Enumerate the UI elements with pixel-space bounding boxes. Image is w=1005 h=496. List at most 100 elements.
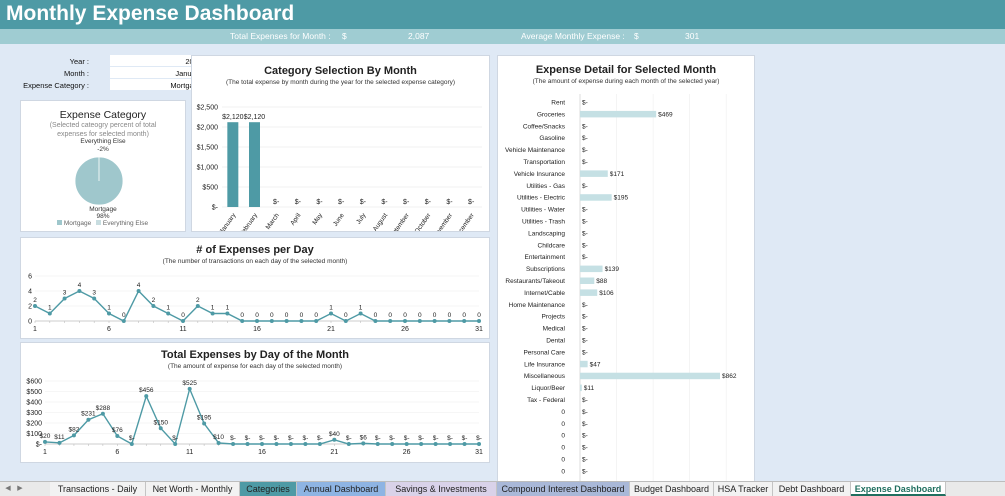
x-tick-label: 31 (475, 326, 483, 333)
year-cell[interactable]: 2022 (110, 55, 204, 66)
data-label: $- (447, 435, 453, 442)
total-by-day-subtitle: (The amount of expense for each day of t… (167, 363, 343, 370)
bar-miscellaneous (580, 372, 720, 380)
sheet-tab-bar: ◀ ▶ Transactions - Daily Net Worth - Mont… (0, 481, 1005, 496)
filters-panel: Year : 2022 Month : January Expense Cate… (20, 54, 204, 96)
tab-savings-investments[interactable]: Savings & Investments (386, 482, 497, 496)
category-by-month-panel: Category Selection By Month (The total e… (191, 55, 490, 232)
data-label: $- (582, 302, 588, 309)
tab-transactions-daily[interactable]: Transactions - Daily (50, 482, 146, 496)
data-point (210, 311, 215, 316)
pie-label-mortgage: Mortgage (89, 206, 117, 213)
data-label: $- (129, 435, 135, 442)
data-point (260, 442, 264, 446)
total-expenses-value: 2,087 (408, 31, 430, 41)
data-label: $- (582, 409, 588, 416)
tab-annual-dashboard[interactable]: Annual Dashboard (297, 482, 386, 496)
category-label: Medical (543, 326, 566, 333)
bar-utilities-electric (580, 194, 612, 201)
data-point (477, 319, 481, 323)
data-label: $40 (329, 431, 340, 438)
y-tick-label: $500 (26, 389, 42, 396)
tab-hsa-tracker[interactable]: HSA Tracker (714, 482, 773, 496)
data-label: $171 (610, 171, 625, 178)
data-label: $82 (69, 426, 80, 433)
data-point (375, 442, 380, 446)
data-label: 2 (33, 297, 37, 304)
month-cell[interactable]: January (110, 67, 204, 78)
expense-category-subtitle-1: (Selected cateogry percent of total (49, 122, 157, 129)
category-label: Home Maintenance (509, 302, 566, 309)
tab-budget-dashboard[interactable]: Budget Dashboard (630, 482, 714, 496)
data-label: $- (582, 183, 588, 190)
data-label: $- (582, 100, 588, 107)
data-point (314, 319, 319, 323)
category-label: Subscriptions (526, 266, 566, 273)
expenses-per-day-title: # of Expenses per Day (196, 244, 314, 256)
data-label: $- (389, 435, 395, 442)
dashboard-canvas: Year : 2022 Month : January Expense Cate… (0, 44, 1005, 482)
data-label: $- (582, 242, 588, 249)
data-label: $195 (614, 195, 629, 202)
data-point (269, 319, 274, 323)
data-label: $- (338, 199, 345, 206)
tab-scroll-right-icon[interactable]: ▶ (17, 485, 23, 492)
tab-expense-dashboard[interactable]: Expense Dashboard (851, 482, 946, 496)
category-label: Childcare (538, 242, 566, 249)
data-label: $- (172, 435, 178, 442)
total-expenses-label: Total Expenses for Month : (230, 31, 331, 41)
data-point (388, 319, 393, 323)
data-point (288, 442, 293, 446)
legend-swatch-mortgage (57, 220, 62, 225)
tab-scroll-left-icon[interactable]: ◀ (5, 485, 11, 492)
data-label: $150 (153, 419, 168, 426)
data-point (447, 319, 452, 323)
data-point (173, 442, 178, 446)
data-label: $- (259, 435, 265, 442)
average-expense-label: Average Monthly Expense : (521, 31, 625, 41)
x-tick-label: July (355, 212, 368, 226)
total-expenses-currency: $ (342, 31, 347, 41)
x-tick-label: December (453, 211, 476, 231)
data-point (303, 442, 308, 446)
tab-debt-dashboard[interactable]: Debt Dashboard (773, 482, 851, 496)
data-label: $20 (40, 433, 51, 440)
data-point (33, 304, 37, 308)
category-by-month-subtitle: (The total expense by month during the y… (225, 79, 456, 86)
data-label: 0 (344, 312, 348, 319)
data-label: $- (582, 207, 588, 214)
data-point (240, 319, 245, 323)
y-tick-label: $500 (202, 185, 218, 192)
data-label: $- (582, 433, 588, 440)
category-label: Utilities - Gas (526, 183, 565, 190)
y-tick-label: $1,500 (197, 145, 219, 152)
x-tick-label: November (431, 211, 454, 231)
bar-liquor-beer (580, 384, 582, 392)
bar-january (227, 122, 239, 207)
data-label: 1 (211, 305, 215, 312)
data-point (404, 442, 409, 446)
tab-compound-interest-dashboard[interactable]: Compound Interest Dashboard (497, 482, 630, 496)
category-label: 0 (561, 433, 565, 440)
y-tick-label: $2,000 (197, 125, 219, 132)
category-label: 0 (561, 457, 565, 464)
data-point (432, 319, 437, 323)
category-label: Utilities - Trash (522, 219, 565, 226)
data-point (195, 304, 200, 308)
data-point (43, 439, 47, 444)
expenses-per-day-subtitle: (The number of transactions on each day … (162, 258, 348, 265)
x-tick-label: 16 (253, 326, 261, 333)
data-label: 0 (314, 312, 318, 319)
data-label: 1 (48, 305, 52, 312)
data-label: $- (230, 435, 236, 442)
category-cell[interactable]: Mortgage (110, 79, 204, 90)
bar-subscriptions (580, 265, 603, 273)
tab-categories[interactable]: Categories (240, 482, 297, 496)
data-label: 1 (107, 305, 111, 312)
data-label: 0 (255, 312, 259, 319)
category-label: 0 (561, 468, 565, 475)
tab-net-worth-monthly[interactable]: Net Worth - Monthly (146, 482, 240, 496)
data-label: $456 (139, 387, 154, 394)
data-label: $- (468, 199, 475, 206)
